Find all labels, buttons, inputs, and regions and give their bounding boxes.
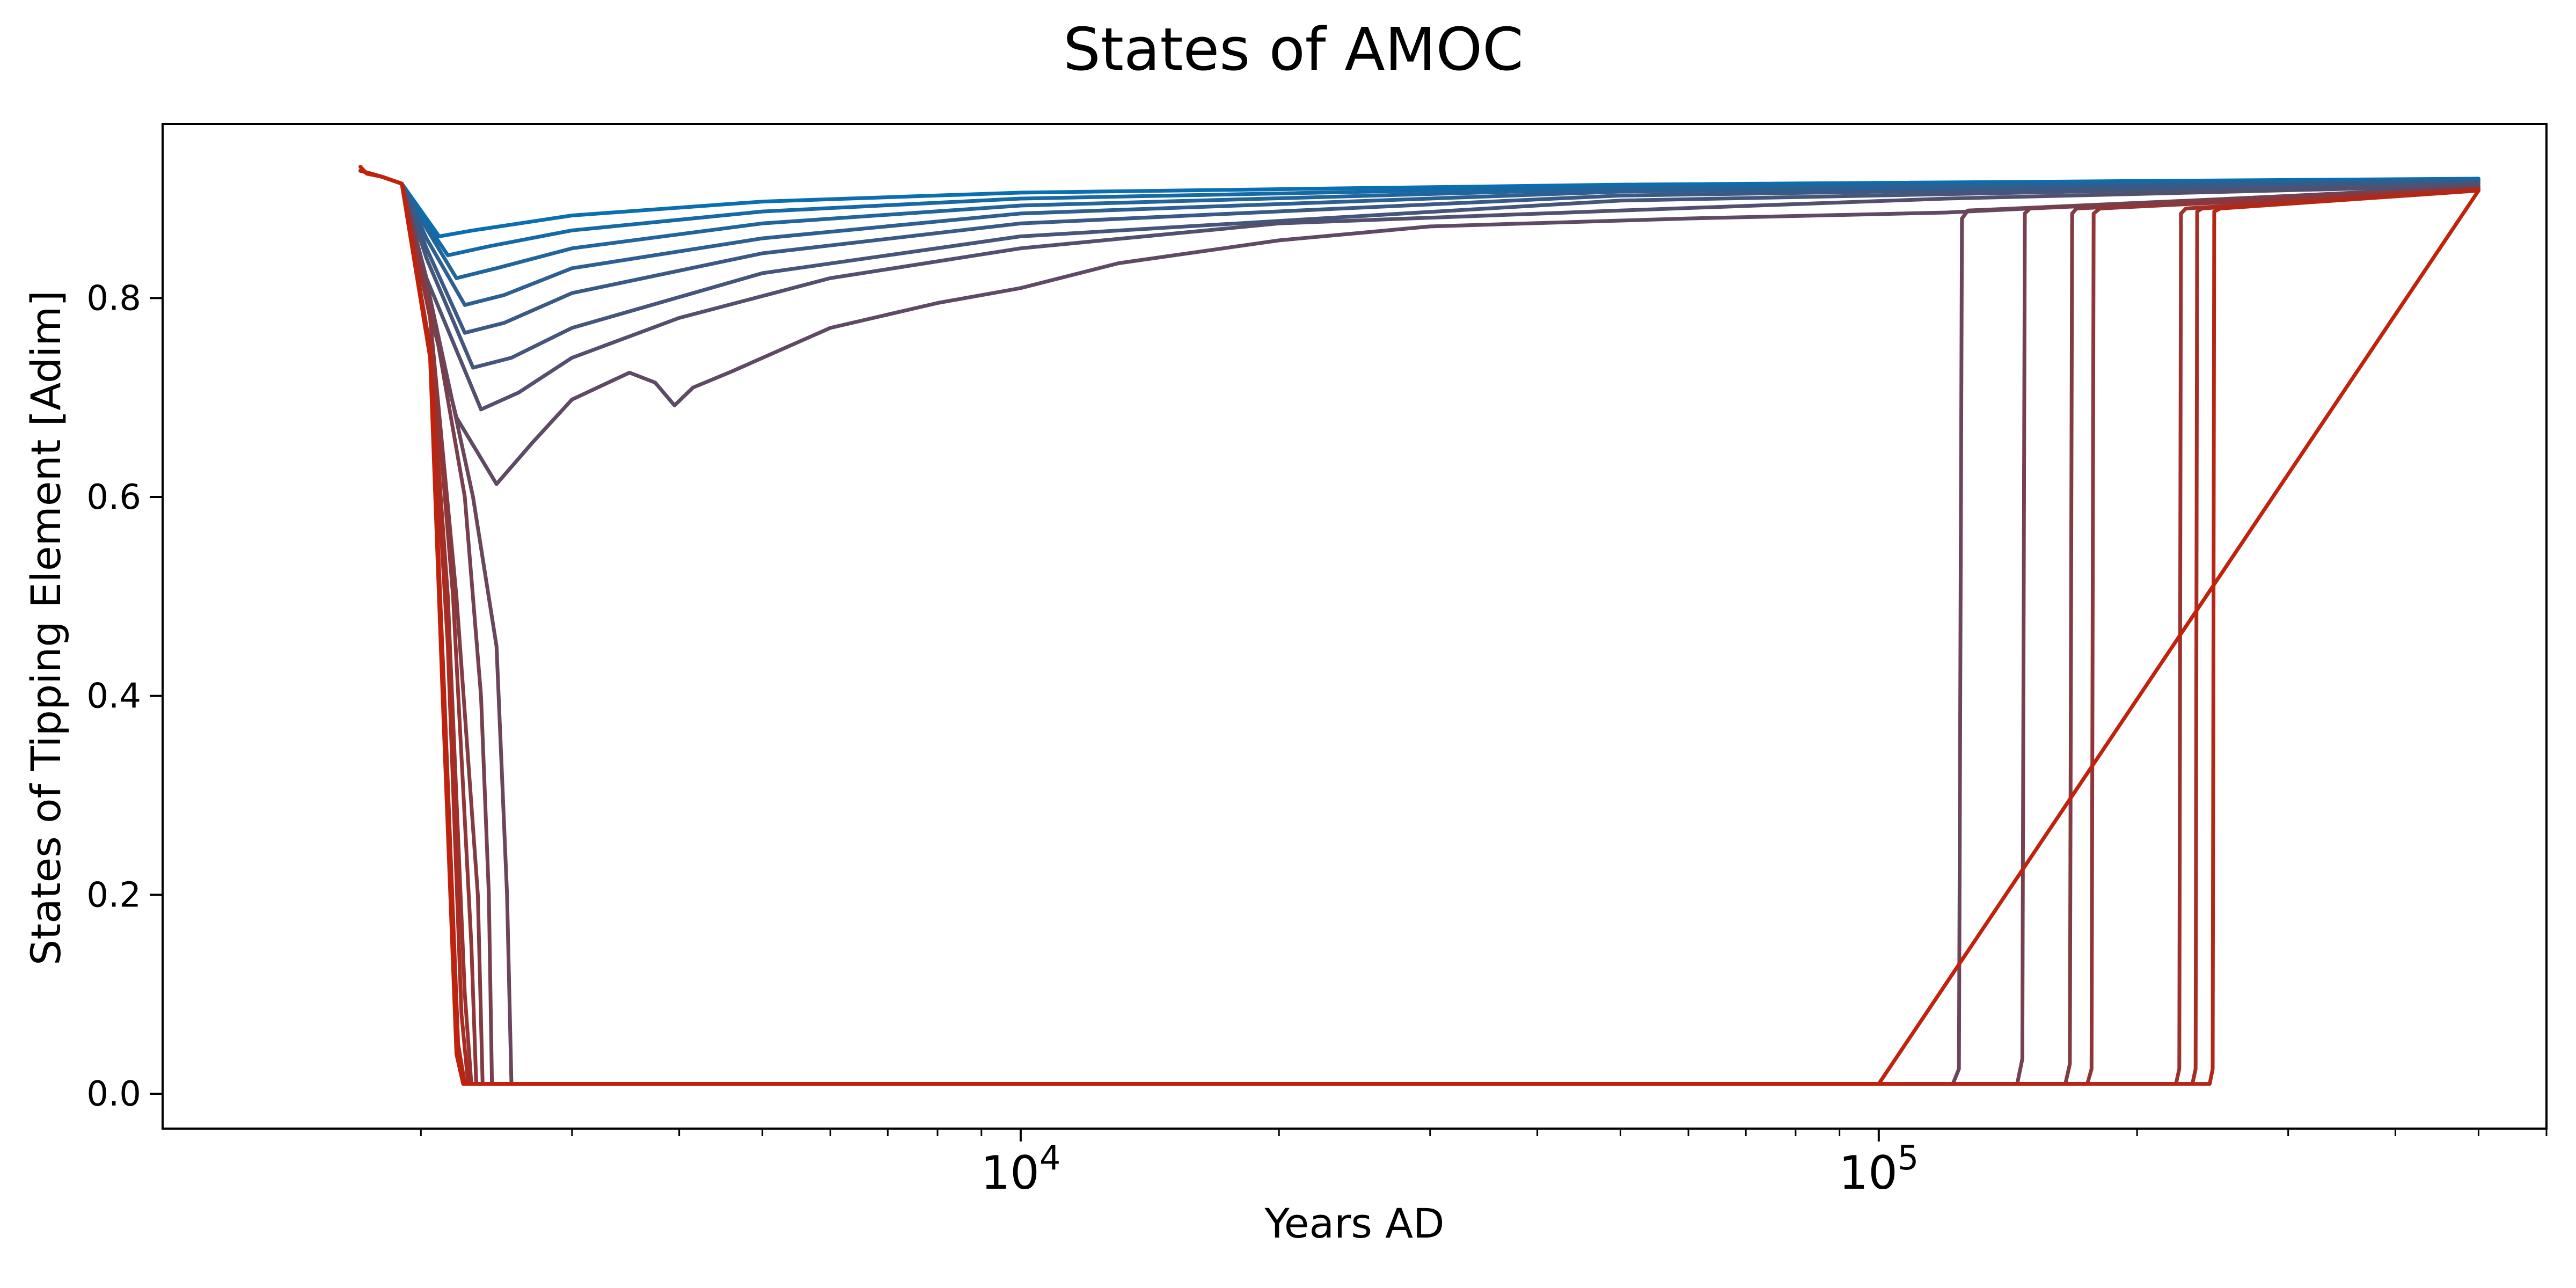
y-tick-label: 0.4 (86, 677, 141, 716)
x-tick-label: 105 (1839, 1138, 1919, 1200)
chart-title: States of AMOC (1063, 15, 1524, 84)
x-tick-label: 104 (980, 1138, 1060, 1200)
series-line-15 (358, 169, 2480, 1086)
series-line-10 (358, 169, 2480, 1086)
x-axis-label: Years AD (1264, 1199, 1444, 1247)
y-axis-ticks: 0.0 0.2 0.4 0.6 0.8 (86, 279, 163, 1114)
y-tick-label: 0.6 (86, 478, 141, 517)
series-line-13 (358, 169, 2480, 1086)
plot-area-frame (162, 123, 2548, 1130)
y-tick-label: 0.0 (86, 1074, 141, 1114)
y-tick-label: 0.2 (86, 875, 141, 915)
series-line-14 (358, 169, 2480, 1086)
y-tick-label: 0.8 (86, 279, 141, 318)
series-line-9 (358, 169, 2480, 1086)
series-layer (358, 165, 2480, 1086)
x-axis-ticks: 104 105 (420, 1129, 2548, 1200)
series-line-16 (358, 165, 2480, 1086)
y-axis-label: States of Tipping Element [Adim] (22, 290, 70, 965)
series-line-11 (358, 169, 2480, 1086)
series-line-12 (358, 169, 2480, 1086)
